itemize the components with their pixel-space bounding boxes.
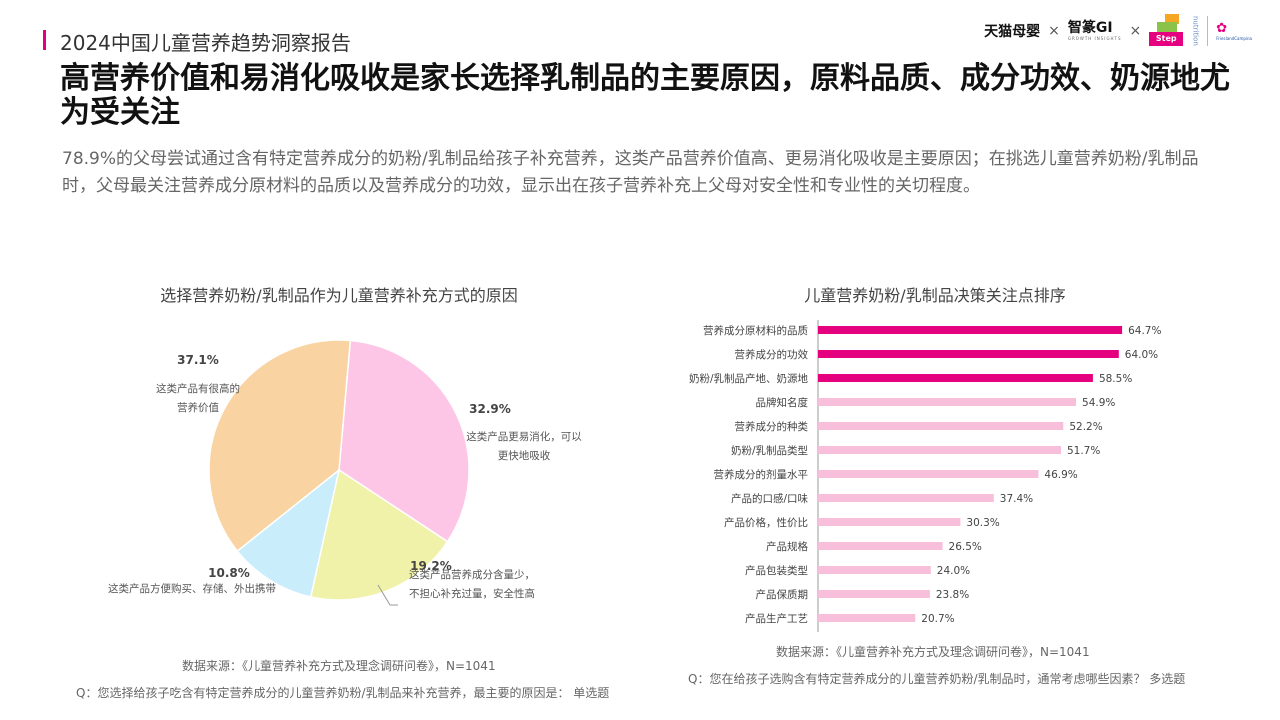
bar-question: Q：您在给孩子选购含有特定营养成分的儿童营养奶粉/乳制品时，通常考虑哪些因素？ … — [688, 672, 1186, 686]
pie-category-label: 这类产品有很高的 — [156, 382, 240, 395]
bar-value-label: 54.9% — [1082, 397, 1115, 409]
bar — [818, 350, 1119, 358]
bar-value-label: 52.2% — [1069, 421, 1102, 433]
bar-category-label: 营养成分原材料的品质 — [703, 324, 808, 337]
bar-category-label: 产品保质期 — [756, 588, 809, 601]
bar — [818, 326, 1123, 334]
nutrition-logo-text: nutrition — [1191, 16, 1200, 46]
bar-category-label: 奶粉/乳制品类型 — [731, 444, 808, 457]
pie-category-label: 营养价值 — [177, 401, 219, 414]
bar-category-label: 产品价格，性价比 — [724, 516, 808, 529]
pie-chart-title: 选择营养奶粉/乳制品作为儿童营养补充方式的原因 — [160, 286, 518, 305]
bar-category-label: 营养成分的种类 — [735, 420, 809, 433]
pie-category-label: 这类产品营养成分含量少， — [409, 568, 535, 581]
bar-chart-title: 儿童营养奶粉/乳制品决策关注点排序 — [804, 286, 1066, 305]
logo-separator: × — [1048, 23, 1060, 39]
bar — [818, 422, 1064, 430]
bar-value-label: 64.7% — [1128, 325, 1161, 337]
bar-value-label: 30.3% — [966, 517, 999, 529]
bar — [818, 446, 1061, 454]
bar — [818, 542, 943, 550]
pie-slice — [208, 339, 352, 553]
frieslandcampina-logo: ✿ FrieslandCampina — [1216, 20, 1252, 41]
bar — [818, 494, 994, 502]
partner-logos: 天猫母婴 × 智篆GI GROWTH INSIGHTS × Step Up nu… — [984, 14, 1252, 57]
summary-text: 78.9%的父母尝试通过含有特定营养成分的奶粉/乳制品给孩子补充营养，这类产品营… — [62, 149, 1199, 196]
pie-value-label: 10.8% — [208, 566, 250, 580]
bar-value-label: 20.7% — [921, 613, 954, 625]
bar-category-label: 产品的口感/口味 — [731, 492, 809, 505]
bar-category-label: 产品生产工艺 — [745, 612, 808, 625]
pie-value-label: 32.9% — [469, 402, 511, 416]
pie-value-label: 37.1% — [177, 353, 219, 367]
pie-question: Q：您选择给孩子吃含有特定营养成分的儿童营养奶粉/乳制品来补充营养，最主要的原因… — [76, 686, 610, 700]
headline: 高营养价值和易消化吸收是家长选择乳制品的主要原因，原料品质、成分功效、奶源地尤为… — [60, 61, 1230, 130]
bar — [818, 470, 1039, 478]
bar-value-label: 58.5% — [1099, 373, 1132, 385]
bar-value-label: 23.8% — [936, 589, 969, 601]
bar-value-label: 26.5% — [949, 541, 982, 553]
bar-value-label: 37.4% — [1000, 493, 1033, 505]
bar-category-label: 营养成分的功效 — [735, 348, 809, 361]
logo-separator: × — [1129, 23, 1142, 39]
bar-chart: 营养成分原材料的品质 64.7% 营养成分的功效 64.0% 奶粉/乳制品产地、奶源地 5… — [689, 320, 1161, 632]
bar-category-label: 产品包装类型 — [745, 564, 808, 577]
pie-slice — [309, 468, 449, 601]
bar — [818, 614, 916, 622]
pie-category-label: 这类产品更易消化，可以 — [466, 430, 582, 443]
pie-slice — [236, 468, 341, 598]
step-up-logo: Step Up — [1149, 14, 1184, 57]
tmall-muying-logo: 天猫母婴 — [984, 24, 1041, 40]
bar — [818, 518, 961, 526]
pie-source: 数据来源：《儿童营养补充方式及理念调研问卷》，N=1041 — [182, 659, 496, 673]
bar-category-label: 品牌知名度 — [756, 396, 809, 409]
bar-source: 数据来源：《儿童营养补充方式及理念调研问卷》，N=1041 — [776, 645, 1090, 659]
bar-value-label: 46.9% — [1044, 469, 1077, 481]
pie-category-label: 更快地吸收 — [498, 449, 551, 462]
pie-leader-line — [377, 584, 398, 606]
bar — [818, 374, 1093, 382]
bar-category-label: 产品规格 — [766, 540, 808, 553]
accent-bar — [43, 30, 46, 50]
pie-value-label: 19.2% — [410, 559, 452, 573]
pie-category-label: 这类产品方便购买、存储、外出携带 — [108, 582, 276, 595]
bar-value-label: 24.0% — [937, 565, 970, 577]
zhizhuan-gi-logo: 智篆GI GROWTH INSIGHTS — [1067, 20, 1122, 42]
flower-icon: ✿ — [1216, 20, 1228, 36]
bar-value-label: 51.7% — [1067, 445, 1100, 457]
pie-category-label: 不担心补充过量，安全性高 — [409, 587, 535, 600]
bar — [818, 566, 931, 574]
bar-category-label: 营养成分的剂量水平 — [714, 468, 809, 481]
report-title: 2024中国儿童营养趋势洞察报告 — [60, 31, 351, 55]
bar — [818, 398, 1076, 406]
bar-value-label: 64.0% — [1125, 349, 1158, 361]
bar — [818, 590, 930, 598]
logo-divider — [1207, 16, 1209, 46]
bar-category-label: 奶粉/乳制品产地、奶源地 — [689, 372, 809, 385]
